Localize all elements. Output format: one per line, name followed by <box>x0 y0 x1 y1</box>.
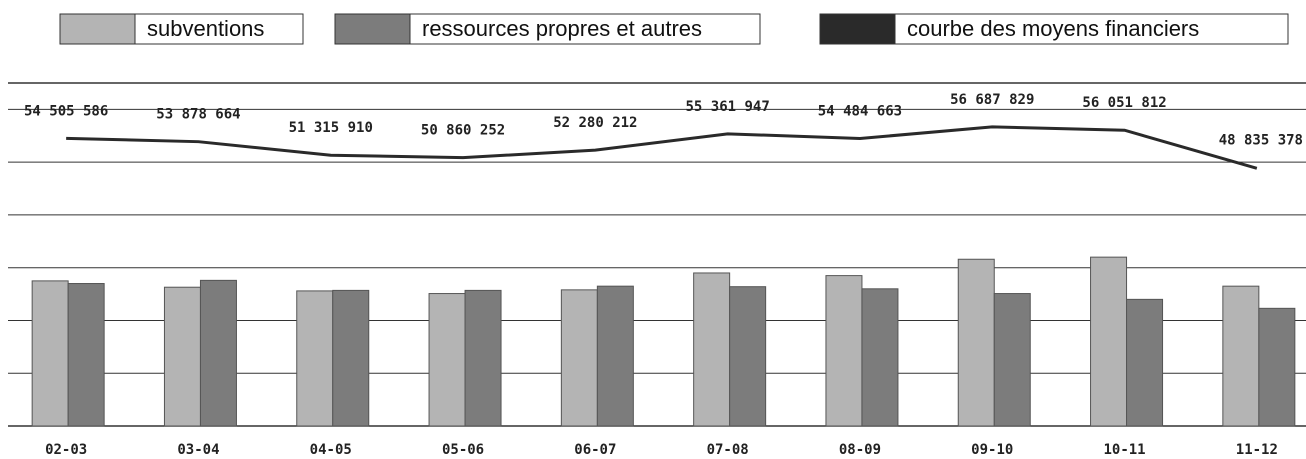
legend-swatch <box>819 13 896 45</box>
bar <box>993 293 1031 427</box>
x-tick-label: 08-09 <box>839 442 881 458</box>
bar <box>31 280 69 427</box>
data-label: 54 505 586 <box>24 103 108 119</box>
x-tick-label: 10-11 <box>1103 442 1145 458</box>
bar <box>825 275 863 427</box>
x-tick-label: 05-06 <box>442 442 484 458</box>
bar <box>957 258 995 427</box>
x-tick-label: 11-12 <box>1236 442 1278 458</box>
data-label: 56 687 829 <box>950 92 1034 108</box>
legend-swatch <box>334 13 411 45</box>
data-label: 53 878 664 <box>156 107 240 123</box>
x-tick-label: 07-08 <box>707 442 749 458</box>
legend-swatch <box>59 13 136 45</box>
x-tick-label: 04-05 <box>310 442 352 458</box>
data-label: 51 315 910 <box>289 120 373 136</box>
bar <box>332 289 370 427</box>
bar <box>1222 285 1260 427</box>
legend-box <box>409 13 761 45</box>
legend-box <box>134 13 304 45</box>
line <box>66 125 1258 170</box>
legend-label: subventions <box>147 16 264 41</box>
data-label: 55 361 947 <box>686 99 770 115</box>
bar <box>560 289 598 427</box>
bar <box>67 283 105 427</box>
data-label: 56 051 812 <box>1082 95 1166 111</box>
bar <box>199 279 237 427</box>
data-label: 52 280 212 <box>553 115 637 131</box>
bar <box>163 286 201 427</box>
x-tick-label: 06-07 <box>574 442 616 458</box>
legend-label: ressources propres et autres <box>422 16 702 41</box>
bar <box>1258 307 1296 427</box>
data-label: 54 484 663 <box>818 103 902 119</box>
bar <box>1126 298 1164 427</box>
data-label: 50 860 252 <box>421 123 505 139</box>
bar <box>596 285 634 427</box>
bar <box>861 288 899 427</box>
x-tick-label: 03-04 <box>177 442 219 458</box>
x-tick-label: 02-03 <box>45 442 87 458</box>
bar <box>1090 256 1128 427</box>
x-tick-label: 09-10 <box>971 442 1013 458</box>
bar <box>428 293 466 427</box>
bar <box>296 290 334 427</box>
data-label: 48 835 378 <box>1219 132 1303 148</box>
bar <box>693 272 731 427</box>
bar <box>729 286 767 427</box>
legend-box <box>894 13 1289 45</box>
legend-label: courbe des moyens financiers <box>907 16 1199 41</box>
bar <box>464 289 502 427</box>
